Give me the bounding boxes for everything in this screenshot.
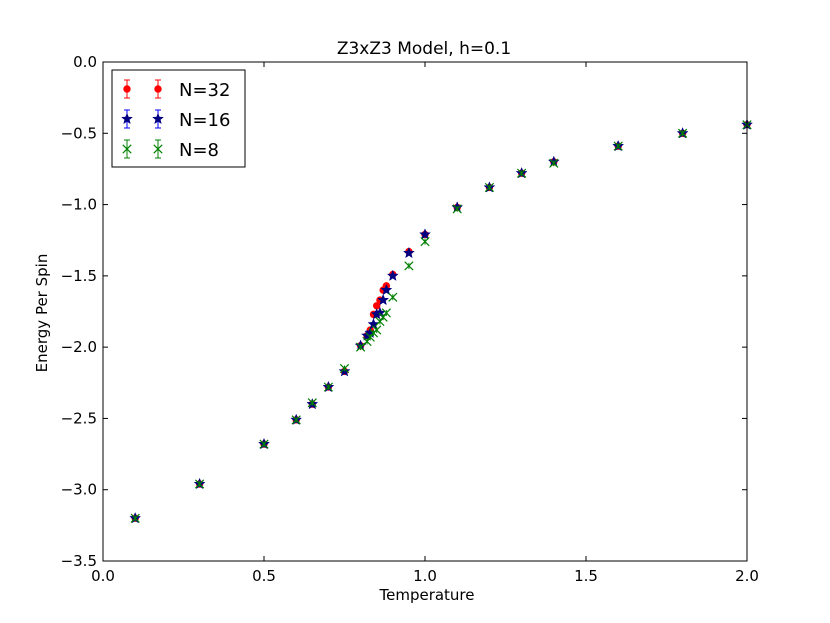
- legend-marker: [122, 144, 132, 154]
- data-point: [516, 168, 527, 178]
- legend-item: N=32: [123, 79, 230, 101]
- legend-marker: [123, 85, 131, 93]
- legend-item: N=8: [122, 139, 219, 161]
- data-point: [613, 141, 623, 151]
- data-point: [452, 204, 462, 214]
- legend-label: N=8: [179, 140, 219, 161]
- x-tick-label: 0.0: [91, 567, 115, 585]
- y-tick-label: 0.0: [73, 53, 97, 71]
- data-point: [377, 293, 390, 306]
- data-point: [380, 283, 393, 296]
- legend-label: N=32: [179, 80, 230, 101]
- data-point: [677, 128, 688, 138]
- data-point: [291, 415, 301, 425]
- data-point: [420, 237, 430, 247]
- x-axis-label: Temperature: [378, 586, 474, 604]
- legend-marker: [152, 112, 164, 125]
- data-point: [194, 479, 205, 489]
- data-point: [388, 292, 398, 302]
- data-point: [307, 398, 317, 408]
- data-point: [484, 182, 495, 193]
- chart-title: Z3xZ3 Model, h=0.1: [337, 39, 511, 59]
- series-N=8: [130, 120, 752, 523]
- legend: N=32 N=16 N=8: [111, 69, 246, 168]
- data-point: [323, 382, 334, 392]
- y-tick-label: −2.0: [61, 338, 97, 356]
- data-point: [404, 261, 414, 271]
- legend-marker: [121, 112, 133, 125]
- x-tick-label: 2.0: [735, 567, 759, 585]
- x-tick-label: 1.0: [413, 567, 437, 585]
- data-point: [339, 363, 350, 374]
- data-point: [386, 269, 399, 281]
- legend-marker: [154, 85, 162, 93]
- data-point: [549, 158, 559, 168]
- y-tick-label: −0.5: [61, 124, 97, 142]
- data-point: [259, 439, 269, 449]
- data-point: [381, 308, 391, 318]
- y-tick-label: −1.0: [61, 196, 97, 214]
- y-tick-label: −1.5: [61, 267, 97, 285]
- data-point: [402, 246, 415, 259]
- x-tick-label: 0.5: [252, 567, 276, 585]
- y-tick-label: −3.0: [61, 481, 97, 499]
- data-point: [419, 228, 431, 240]
- legend-box: [111, 69, 246, 168]
- data-point: [130, 513, 140, 523]
- plot-area: 0.0 0.5 1.0 1.5 2.0 0.0 −0.5 −1.0 −1.5 −2.0 −2.5 −3…: [61, 53, 759, 585]
- legend-marker: [153, 144, 163, 154]
- legend-item: N=16: [121, 109, 230, 131]
- data-point: [372, 325, 382, 335]
- legend-label: N=16: [179, 110, 230, 131]
- x-tick-label: 1.5: [574, 567, 598, 585]
- y-tick-label: −3.5: [61, 552, 97, 570]
- y-tick-label: −2.5: [61, 409, 97, 427]
- y-axis-label: Energy Per Spin: [33, 254, 51, 373]
